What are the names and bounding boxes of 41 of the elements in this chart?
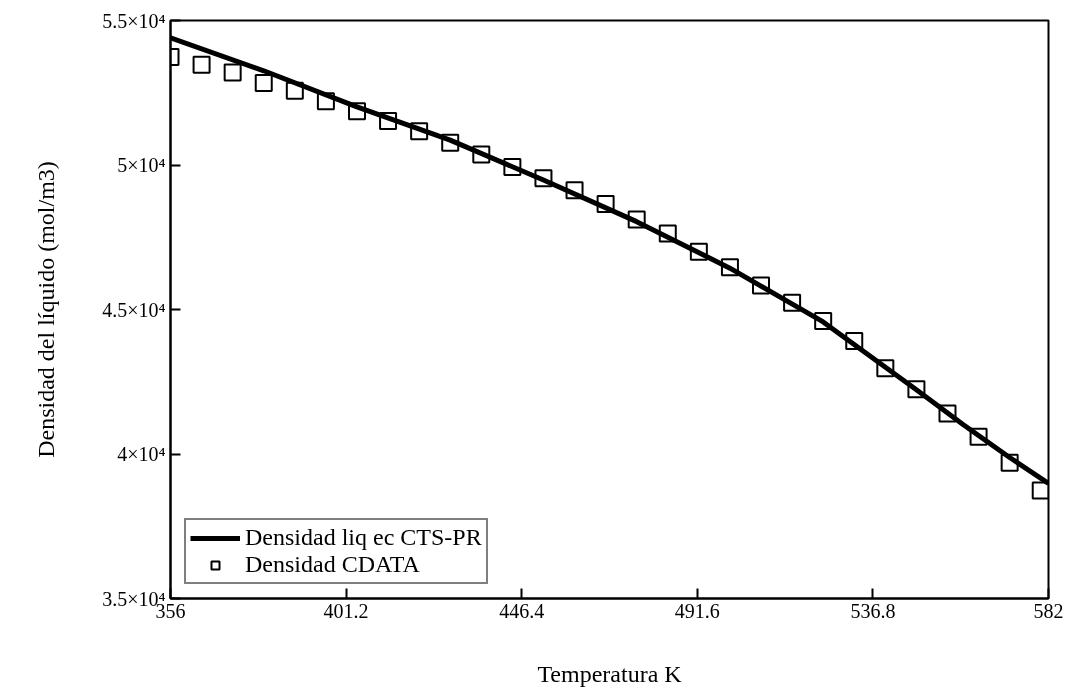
- y-tick-label: 4.5×10⁴: [102, 298, 166, 321]
- point: [316, 92, 335, 111]
- point: [410, 122, 429, 141]
- point: [534, 169, 553, 188]
- point: [689, 242, 708, 261]
- point: [752, 276, 771, 295]
- point: [254, 73, 273, 92]
- point: [223, 63, 242, 82]
- point: [192, 55, 211, 74]
- point: [783, 293, 802, 312]
- point: [441, 133, 460, 152]
- point: [472, 145, 491, 164]
- x-tick-label: 401.2: [323, 599, 369, 622]
- point: [627, 210, 646, 229]
- x-tick-label: 582: [1033, 599, 1064, 622]
- point: [658, 224, 677, 243]
- y-axis-title: Densidad del líquido (mol/m3): [33, 161, 60, 458]
- point: [938, 404, 957, 423]
- point: [814, 312, 833, 331]
- point: [720, 258, 739, 277]
- point: [876, 359, 895, 378]
- point: [503, 158, 522, 177]
- point: [347, 102, 366, 121]
- x-axis-title: Temperatura K: [537, 660, 683, 687]
- point: [907, 380, 926, 399]
- x-tick-label: 536.8: [850, 599, 896, 622]
- point: [969, 427, 988, 446]
- point: [285, 81, 304, 100]
- x-tick-label: 446.4: [499, 599, 545, 622]
- legend-label: Densidad CDATA: [245, 551, 420, 578]
- y-tick-label: 5×10⁴: [117, 154, 166, 176]
- point: [596, 195, 615, 214]
- x-tick-label: 491.6: [674, 599, 720, 622]
- point: [1000, 453, 1019, 472]
- point: [565, 181, 584, 200]
- legend-label: Densidad liq ec CTS-PR: [245, 524, 482, 551]
- y-tick-label: 5.5×10⁴: [102, 9, 166, 32]
- point: [379, 112, 398, 131]
- point: [845, 332, 864, 350]
- point: [1031, 481, 1049, 500]
- y-tick-label: 4×10⁴: [117, 443, 166, 465]
